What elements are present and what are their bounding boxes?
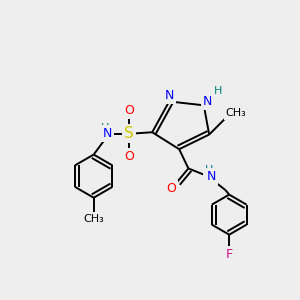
Text: CH₃: CH₃ <box>226 108 247 118</box>
Text: CH₃: CH₃ <box>83 214 104 224</box>
Text: S: S <box>124 126 134 141</box>
Text: H: H <box>214 86 222 96</box>
Text: H: H <box>205 165 213 175</box>
Text: N: N <box>164 89 174 102</box>
Text: O: O <box>124 104 134 117</box>
Text: N: N <box>203 95 212 108</box>
Text: O: O <box>124 150 134 164</box>
Text: N: N <box>103 127 112 140</box>
Text: O: O <box>166 182 175 195</box>
Text: F: F <box>226 248 233 261</box>
Text: N: N <box>207 169 216 183</box>
Text: H: H <box>101 123 110 133</box>
